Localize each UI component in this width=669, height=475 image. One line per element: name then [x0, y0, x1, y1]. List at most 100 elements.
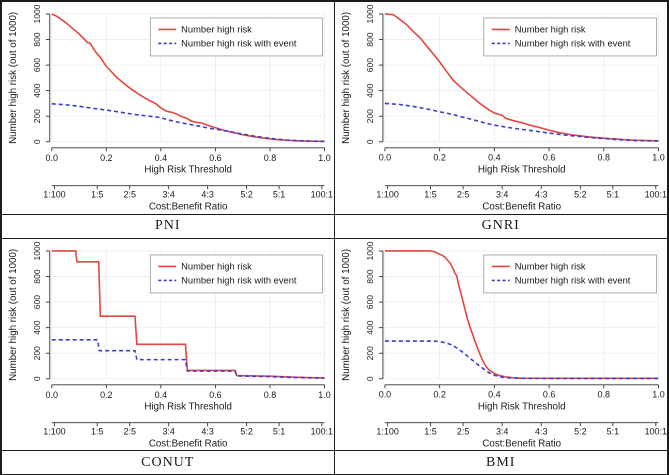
svg-text:800: 800 — [32, 32, 42, 47]
svg-text:High Risk Threshold: High Risk Threshold — [144, 165, 232, 176]
svg-text:5:2: 5:2 — [574, 190, 586, 200]
svg-text:5:2: 5:2 — [574, 426, 586, 436]
svg-text:Number high risk: Number high risk — [181, 261, 252, 271]
svg-text:0.6: 0.6 — [542, 153, 554, 163]
svg-text:2:5: 2:5 — [123, 190, 135, 200]
chart-gnri: 0 200 400 600 800 1000 Number high risk (out o… — [335, 2, 668, 214]
svg-text:High Risk Threshold: High Risk Threshold — [477, 401, 565, 412]
svg-text:3:4: 3:4 — [162, 190, 174, 200]
svg-text:3:4: 3:4 — [495, 426, 507, 436]
svg-text:5:1: 5:1 — [273, 190, 285, 200]
svg-text:2:5: 2:5 — [123, 426, 135, 436]
svg-text:Number high risk (out of 1000): Number high risk (out of 1000) — [8, 12, 19, 144]
svg-text:0.0: 0.0 — [378, 153, 390, 163]
svg-text:1.0: 1.0 — [652, 389, 664, 399]
y-axis: 0 200 400 600 800 1000 Number high risk (out o… — [340, 241, 383, 381]
svg-text:0.8: 0.8 — [264, 389, 276, 399]
panel-pni: 0 200 400 600 800 1000 Number high risk (out o… — [2, 2, 335, 239]
svg-text:0.2: 0.2 — [433, 389, 445, 399]
panel-conut: 0 200 400 600 800 1000 Number high risk (out o… — [2, 238, 335, 475]
series-number-high-risk-with-event — [384, 339, 659, 379]
cost-benefit-axis: 1:100 1:5 2:5 3:4 4:3 5:2 5:1 100:1 Cost:Benefit… — [43, 185, 333, 213]
svg-text:1:5: 1:5 — [91, 426, 103, 436]
impact-curve-plot: 0 200 400 600 800 1000 Number high risk (out o… — [8, 241, 333, 449]
svg-text:4:3: 4:3 — [535, 426, 547, 436]
x-axis: 0.0 0.2 0.4 0.6 0.8 1.0 High Risk Threshold — [46, 383, 331, 412]
svg-text:1:100: 1:100 — [43, 190, 65, 200]
svg-text:100:1: 100:1 — [644, 426, 666, 436]
svg-text:100:1: 100:1 — [644, 190, 666, 200]
svg-text:0.8: 0.8 — [597, 389, 609, 399]
x-axis: 0.0 0.2 0.4 0.6 0.8 1.0 High Risk Threshold — [378, 383, 664, 412]
svg-text:Number high risk with event: Number high risk with event — [181, 39, 297, 49]
svg-text:High Risk Threshold: High Risk Threshold — [477, 165, 565, 176]
y-axis: 0 200 400 600 800 1000 Number high risk (out o… — [8, 4, 51, 144]
series-number-high-risk-with-event — [51, 103, 325, 143]
svg-text:600: 600 — [32, 294, 42, 309]
svg-text:5:2: 5:2 — [240, 426, 252, 436]
svg-text:0: 0 — [32, 139, 42, 144]
svg-text:1:100: 1:100 — [43, 426, 65, 436]
svg-text:800: 800 — [364, 32, 374, 47]
svg-text:3:4: 3:4 — [495, 190, 507, 200]
svg-text:0.0: 0.0 — [378, 389, 390, 399]
svg-text:1:5: 1:5 — [91, 190, 103, 200]
svg-text:4:3: 4:3 — [201, 426, 213, 436]
y-axis: 0 200 400 600 800 1000 Number high risk (out o… — [8, 241, 51, 381]
svg-text:5:1: 5:1 — [606, 426, 618, 436]
chart-bmi: 0 200 400 600 800 1000 Number high risk (out o… — [335, 239, 668, 451]
svg-text:0: 0 — [32, 376, 42, 381]
svg-text:1000: 1000 — [364, 241, 374, 260]
svg-text:800: 800 — [364, 269, 374, 284]
svg-text:5:2: 5:2 — [240, 190, 252, 200]
x-axis: 0.0 0.2 0.4 0.6 0.8 1.0 High Risk Threshold — [378, 147, 664, 176]
series-number-high-risk — [384, 249, 659, 379]
panel-gnri: 0 200 400 600 800 1000 Number high risk (out o… — [334, 2, 668, 239]
svg-text:0.4: 0.4 — [488, 389, 500, 399]
svg-text:3:4: 3:4 — [162, 426, 174, 436]
svg-text:1.0: 1.0 — [318, 153, 330, 163]
svg-text:Number high risk (out of 1000): Number high risk (out of 1000) — [340, 249, 351, 381]
svg-text:Number high risk (out of 1000): Number high risk (out of 1000) — [340, 12, 351, 144]
svg-text:1000: 1000 — [32, 241, 42, 260]
svg-text:0.2: 0.2 — [100, 153, 112, 163]
svg-text:100:1: 100:1 — [311, 426, 333, 436]
svg-text:1.0: 1.0 — [318, 389, 330, 399]
svg-text:Number high risk with event: Number high risk with event — [514, 39, 630, 49]
svg-text:Number high risk (out of 1000): Number high risk (out of 1000) — [8, 249, 19, 381]
svg-text:0.0: 0.0 — [46, 153, 58, 163]
panel-bmi: 0 200 400 600 800 1000 Number high risk (out o… — [334, 238, 668, 475]
svg-text:400: 400 — [32, 320, 42, 335]
svg-text:0.4: 0.4 — [155, 153, 167, 163]
svg-text:Cost:Benefit Ratio: Cost:Benefit Ratio — [482, 202, 561, 213]
series-number-high-risk-with-event — [384, 102, 659, 142]
svg-text:Cost:Benefit Ratio: Cost:Benefit Ratio — [149, 202, 228, 213]
svg-text:200: 200 — [364, 109, 374, 124]
svg-text:0.4: 0.4 — [155, 389, 167, 399]
svg-text:200: 200 — [32, 346, 42, 361]
strip-title-bmi: BMI — [334, 450, 667, 475]
svg-text:4:3: 4:3 — [201, 190, 213, 200]
svg-text:400: 400 — [364, 83, 374, 98]
svg-text:400: 400 — [32, 83, 42, 98]
series-number-high-risk-with-event — [51, 338, 325, 379]
svg-text:1000: 1000 — [364, 4, 374, 23]
strip-title-conut: CONUT — [2, 450, 334, 475]
legend: Number high risk Number high risk with ev… — [149, 17, 323, 57]
strip-title-pni: PNI — [2, 213, 334, 238]
svg-text:0.0: 0.0 — [46, 389, 58, 399]
svg-text:200: 200 — [32, 109, 42, 124]
svg-text:2:5: 2:5 — [456, 190, 468, 200]
svg-text:200: 200 — [364, 346, 374, 361]
gridlines — [51, 13, 325, 143]
svg-text:1:5: 1:5 — [424, 190, 436, 200]
svg-text:1:100: 1:100 — [376, 426, 398, 436]
series-number-high-risk — [384, 13, 659, 142]
legend: Number high risk Number high risk with ev… — [482, 254, 657, 293]
impact-curve-plot: 0 200 400 600 800 1000 Number high risk (out o… — [340, 4, 666, 213]
impact-curve-plot: 0 200 400 600 800 1000 Number high risk (out o… — [8, 4, 333, 213]
svg-text:Number high risk: Number high risk — [514, 25, 585, 35]
x-axis: 0.0 0.2 0.4 0.6 0.8 1.0 High Risk Threshold — [46, 147, 331, 176]
svg-text:400: 400 — [364, 320, 374, 335]
